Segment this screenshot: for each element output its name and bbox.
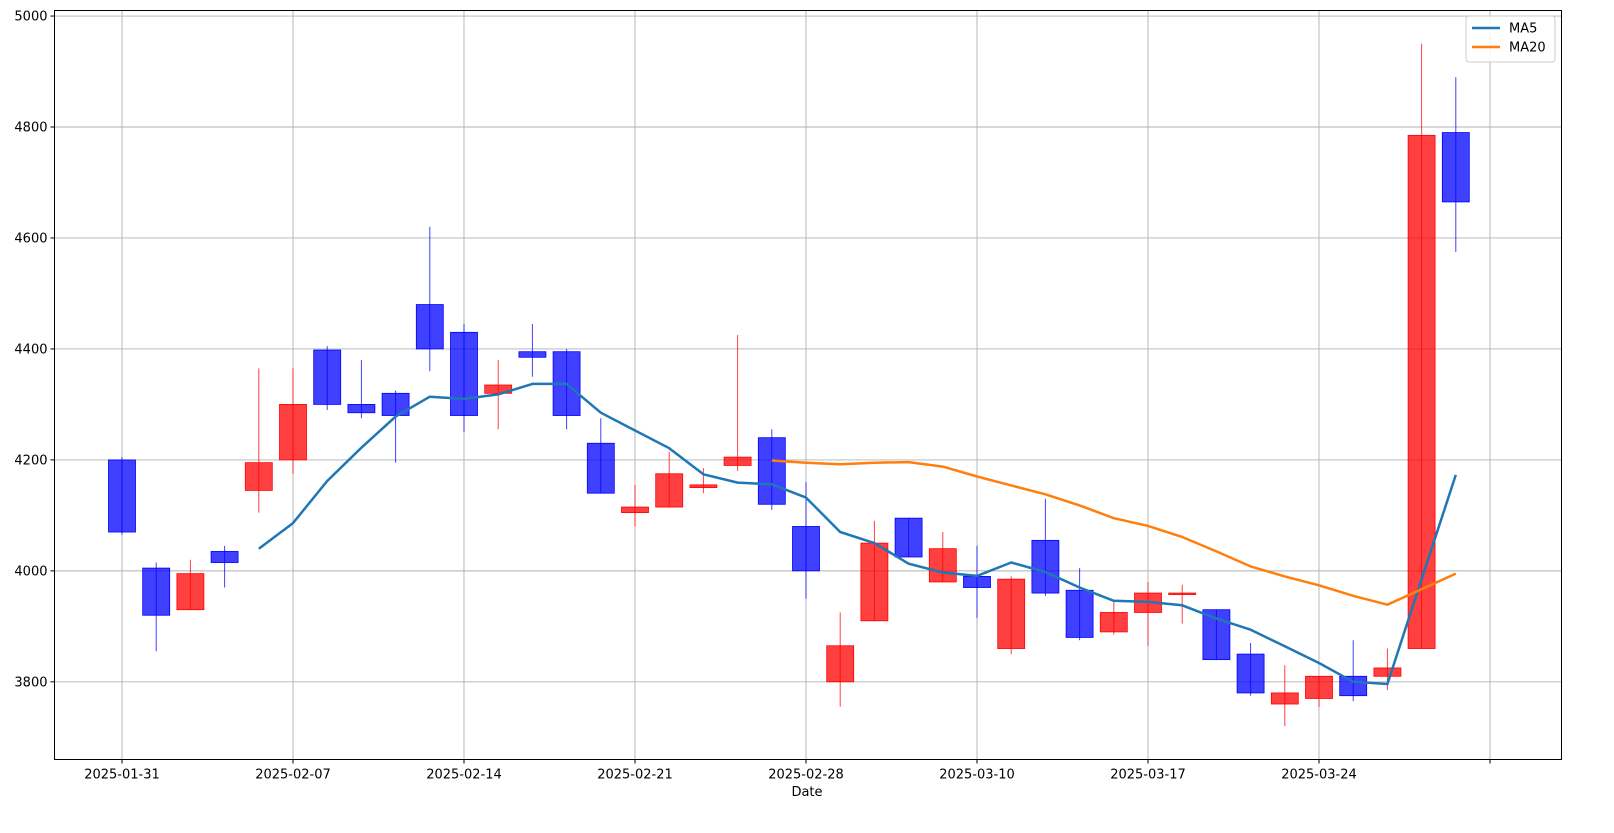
candles — [108, 43, 1470, 727]
candle-body — [1065, 589, 1094, 638]
x-axis-ticks: 2025-01-31 2025-02-07 2025-02-14 2025-02-21… — [84, 759, 1491, 783]
candle-body — [176, 573, 205, 611]
series-line-ma20 — [771, 459, 1457, 606]
candle-body — [723, 456, 752, 466]
candle-body — [210, 551, 239, 563]
candle-body — [826, 645, 855, 683]
candle-body — [415, 304, 444, 350]
candle-body — [1099, 612, 1128, 633]
y-tick-label: 4600 — [14, 231, 47, 246]
candle-body — [1373, 667, 1402, 677]
candle-body — [142, 567, 171, 616]
candle-body — [1441, 132, 1470, 203]
candle-body — [108, 459, 136, 533]
candle-body — [655, 473, 684, 508]
x-tick-label: 2025-01-31 — [84, 768, 160, 783]
candle-body — [1305, 675, 1333, 699]
y-axis-ticks: 3800 4000 4200 4400 4600 4800 5000 — [14, 10, 55, 690]
y-tick-label: 4000 — [14, 564, 47, 579]
candle-body — [621, 506, 649, 514]
candle-body — [450, 331, 478, 416]
y-tick-label: 5000 — [14, 10, 47, 25]
x-tick-label: 2025-03-10 — [939, 768, 1015, 783]
y-tick-label: 3800 — [14, 675, 47, 690]
candle-body — [1407, 134, 1436, 649]
candle-body — [894, 517, 923, 558]
candle-body — [279, 404, 307, 461]
candle-body — [1031, 539, 1060, 594]
grid-lines — [54, 10, 1562, 760]
legend: MA5 MA20 — [1465, 15, 1556, 63]
candle-body — [1339, 675, 1368, 697]
x-tick-label: 2025-03-24 — [1281, 768, 1357, 783]
moving-average-lines — [258, 382, 1457, 686]
candle-body — [1168, 592, 1197, 595]
plot-frame — [54, 10, 1562, 760]
candle-body — [757, 437, 786, 505]
candle-body — [347, 404, 376, 414]
candle-body — [1202, 609, 1231, 661]
candle-body — [689, 484, 718, 489]
y-tick-label: 4800 — [14, 121, 47, 136]
legend-label: MA5 — [1509, 22, 1537, 37]
candle-body — [792, 526, 820, 572]
y-tick-label: 4200 — [14, 453, 47, 468]
candle-body — [586, 442, 615, 494]
x-tick-label: 2025-02-14 — [426, 768, 502, 783]
candle-body — [313, 349, 342, 405]
x-tick-label: 2025-02-21 — [597, 768, 673, 783]
x-tick-label: 2025-02-28 — [768, 768, 844, 783]
x-tick-label: 2025-03-17 — [1110, 768, 1186, 783]
candle-body — [928, 548, 957, 583]
candle-body — [963, 576, 991, 588]
candle-body — [997, 578, 1026, 649]
candle-body — [244, 462, 273, 491]
series-line-ma5 — [258, 382, 1457, 686]
candle-body — [860, 542, 889, 622]
legend-label: MA20 — [1509, 41, 1546, 56]
x-tick-label: 2025-02-07 — [255, 768, 331, 783]
candle-body — [1236, 653, 1265, 694]
candle-body — [518, 351, 547, 358]
x-axis-label: Date — [791, 785, 822, 800]
candle-body — [1270, 692, 1299, 705]
y-tick-label: 4400 — [14, 342, 47, 357]
